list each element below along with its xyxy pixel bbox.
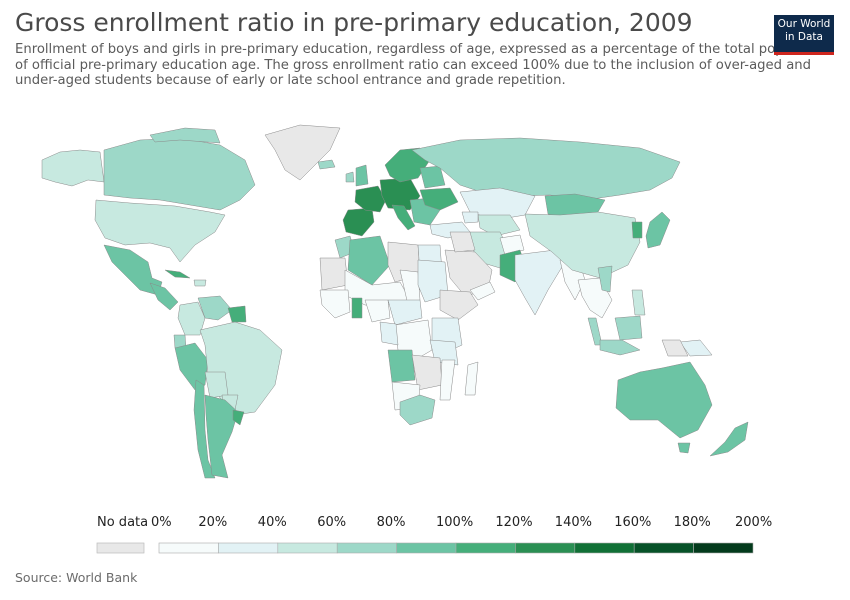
region-ireland[interactable]: Ireland bbox=[345, 171, 355, 183]
region-west-africa-coast[interactable]: West Africa Coast bbox=[319, 289, 351, 319]
region-greenland[interactable]: Greenland bbox=[264, 124, 341, 181]
region-papua-new-guinea[interactable]: Papua New Guinea bbox=[679, 339, 713, 357]
region-western-sahara-mauritania[interactable]: Western Sahara & Mauritania bbox=[319, 257, 349, 291]
legend-tick-label: 120% bbox=[495, 515, 533, 530]
logo-line-2: in Data bbox=[785, 30, 823, 43]
region-baltics-belarus[interactable]: Baltics & Belarus bbox=[419, 165, 446, 189]
legend-bin-4[interactable] bbox=[396, 542, 457, 554]
region-venezuela[interactable]: Venezuela bbox=[197, 295, 233, 321]
legend-tick-label: 180% bbox=[673, 515, 711, 530]
legend-bin-9[interactable] bbox=[693, 542, 754, 554]
region-caucasus[interactable]: Caucasus bbox=[461, 211, 479, 224]
region-china[interactable]: China bbox=[524, 211, 641, 279]
region-mozambique[interactable]: Mozambique bbox=[439, 359, 456, 401]
legend-tick-label: 60% bbox=[317, 515, 347, 530]
region-angola[interactable]: Angola bbox=[387, 349, 416, 383]
region-cameroon-car[interactable]: Cameroon & CAR bbox=[387, 299, 423, 326]
legend-bin-7[interactable] bbox=[574, 542, 635, 554]
region-russia[interactable]: Russia bbox=[411, 137, 681, 201]
owid-logo[interactable]: Our World in Data bbox=[774, 15, 834, 55]
chart-title: Gross enrollment ratio in pre-primary ed… bbox=[15, 8, 693, 37]
legend-tick-label: 20% bbox=[198, 515, 228, 530]
region-iberia[interactable]: Iberia bbox=[342, 207, 375, 237]
region-chile[interactable]: Chile bbox=[193, 379, 216, 479]
legend-bin-6[interactable] bbox=[515, 542, 576, 554]
region-canada[interactable]: Canada bbox=[103, 137, 256, 211]
legend-tick-label: 0% bbox=[151, 515, 172, 530]
region-tasmania[interactable]: Tasmania bbox=[677, 442, 691, 454]
region-australia[interactable]: Australia bbox=[615, 361, 713, 439]
legend-tick-label: 200% bbox=[735, 515, 773, 530]
region-iraq-syria[interactable]: Iraq & Syria bbox=[449, 231, 476, 253]
legend-color-bar bbox=[96, 542, 754, 554]
region-united-kingdom[interactable]: United Kingdom bbox=[355, 164, 369, 187]
region-central-america[interactable]: Central America bbox=[149, 282, 179, 311]
region-nigeria[interactable]: Nigeria bbox=[364, 299, 391, 323]
region-new-guinea-west[interactable]: New Guinea West bbox=[661, 339, 689, 357]
legend-tick-label: 140% bbox=[554, 515, 592, 530]
region-borneo[interactable]: Borneo bbox=[614, 315, 643, 341]
region-indonesia-west[interactable]: Indonesia West bbox=[599, 339, 641, 356]
region-korea[interactable]: Korea bbox=[631, 221, 643, 239]
legend-tick-label: 40% bbox=[257, 515, 287, 530]
legend-bin-5[interactable] bbox=[455, 542, 516, 554]
region-ukraine[interactable]: Ukraine bbox=[419, 187, 459, 211]
chart-subtitle: Enrollment of boys and girls in pre-prim… bbox=[15, 42, 829, 88]
legend-tick-label: 100% bbox=[436, 515, 474, 530]
region-peru[interactable]: Peru bbox=[174, 342, 209, 391]
legend-tick-label: 160% bbox=[614, 515, 652, 530]
world-map[interactable]: AlaskaCanadaCanada Arctic Islands Greenla… bbox=[0, 115, 850, 500]
region-hispaniola[interactable]: Hispaniola bbox=[193, 279, 207, 287]
region-canada-arctic-islands[interactable]: Canada Arctic Islands bbox=[149, 127, 221, 144]
region-guianas[interactable]: Guianas bbox=[227, 305, 247, 323]
legend-bin-3[interactable] bbox=[336, 542, 397, 554]
region-uruguay[interactable]: Uruguay bbox=[232, 409, 245, 426]
legend-no-data-label: No data bbox=[97, 515, 149, 530]
source-note[interactable]: Source: World Bank bbox=[15, 570, 138, 585]
region-afghanistan[interactable]: Afghanistan bbox=[499, 234, 525, 256]
region-united-states[interactable]: United States bbox=[94, 199, 226, 263]
region-gabon-congo[interactable]: Gabon & Congo bbox=[379, 321, 399, 346]
region-madagascar[interactable]: Madagascar bbox=[464, 361, 479, 396]
legend-bin-1[interactable] bbox=[218, 542, 279, 554]
region-cuba[interactable]: Cuba bbox=[164, 269, 191, 279]
region-alaska[interactable]: Alaska bbox=[41, 149, 105, 187]
region-central-asia[interactable]: Central Asia bbox=[477, 214, 521, 237]
legend-bin-0[interactable] bbox=[158, 542, 219, 554]
legend-bin-2[interactable] bbox=[277, 542, 338, 554]
region-japan[interactable]: Japan bbox=[645, 211, 671, 249]
region-algeria[interactable]: Algeria bbox=[347, 235, 391, 286]
region-south-africa[interactable]: South Africa bbox=[399, 394, 436, 426]
legend-tick-label: 80% bbox=[376, 515, 406, 530]
region-new-zealand[interactable]: New Zealand bbox=[709, 421, 749, 457]
logo-line-1: Our World bbox=[777, 18, 831, 30]
legend-no-data-swatch bbox=[96, 542, 145, 554]
region-bolivia[interactable]: Bolivia bbox=[204, 371, 229, 399]
region-italy[interactable]: Italy bbox=[391, 204, 416, 231]
region-philippines[interactable]: Philippines bbox=[631, 289, 646, 316]
legend-bin-8[interactable] bbox=[633, 542, 694, 554]
region-argentina[interactable]: Argentina bbox=[204, 394, 239, 479]
region-colombia[interactable]: Colombia bbox=[177, 301, 206, 336]
region-ethiopia-horn[interactable]: Ethiopia & Horn bbox=[439, 289, 479, 321]
region-ghana[interactable]: Ghana bbox=[351, 297, 363, 319]
region-france[interactable]: France bbox=[354, 185, 387, 213]
region-vietnam-laos[interactable]: Vietnam & Laos bbox=[597, 265, 613, 293]
region-iceland[interactable]: Iceland bbox=[317, 159, 336, 170]
region-oman-yemen[interactable]: Oman & Yemen bbox=[469, 281, 496, 301]
region-india[interactable]: India bbox=[514, 249, 566, 316]
